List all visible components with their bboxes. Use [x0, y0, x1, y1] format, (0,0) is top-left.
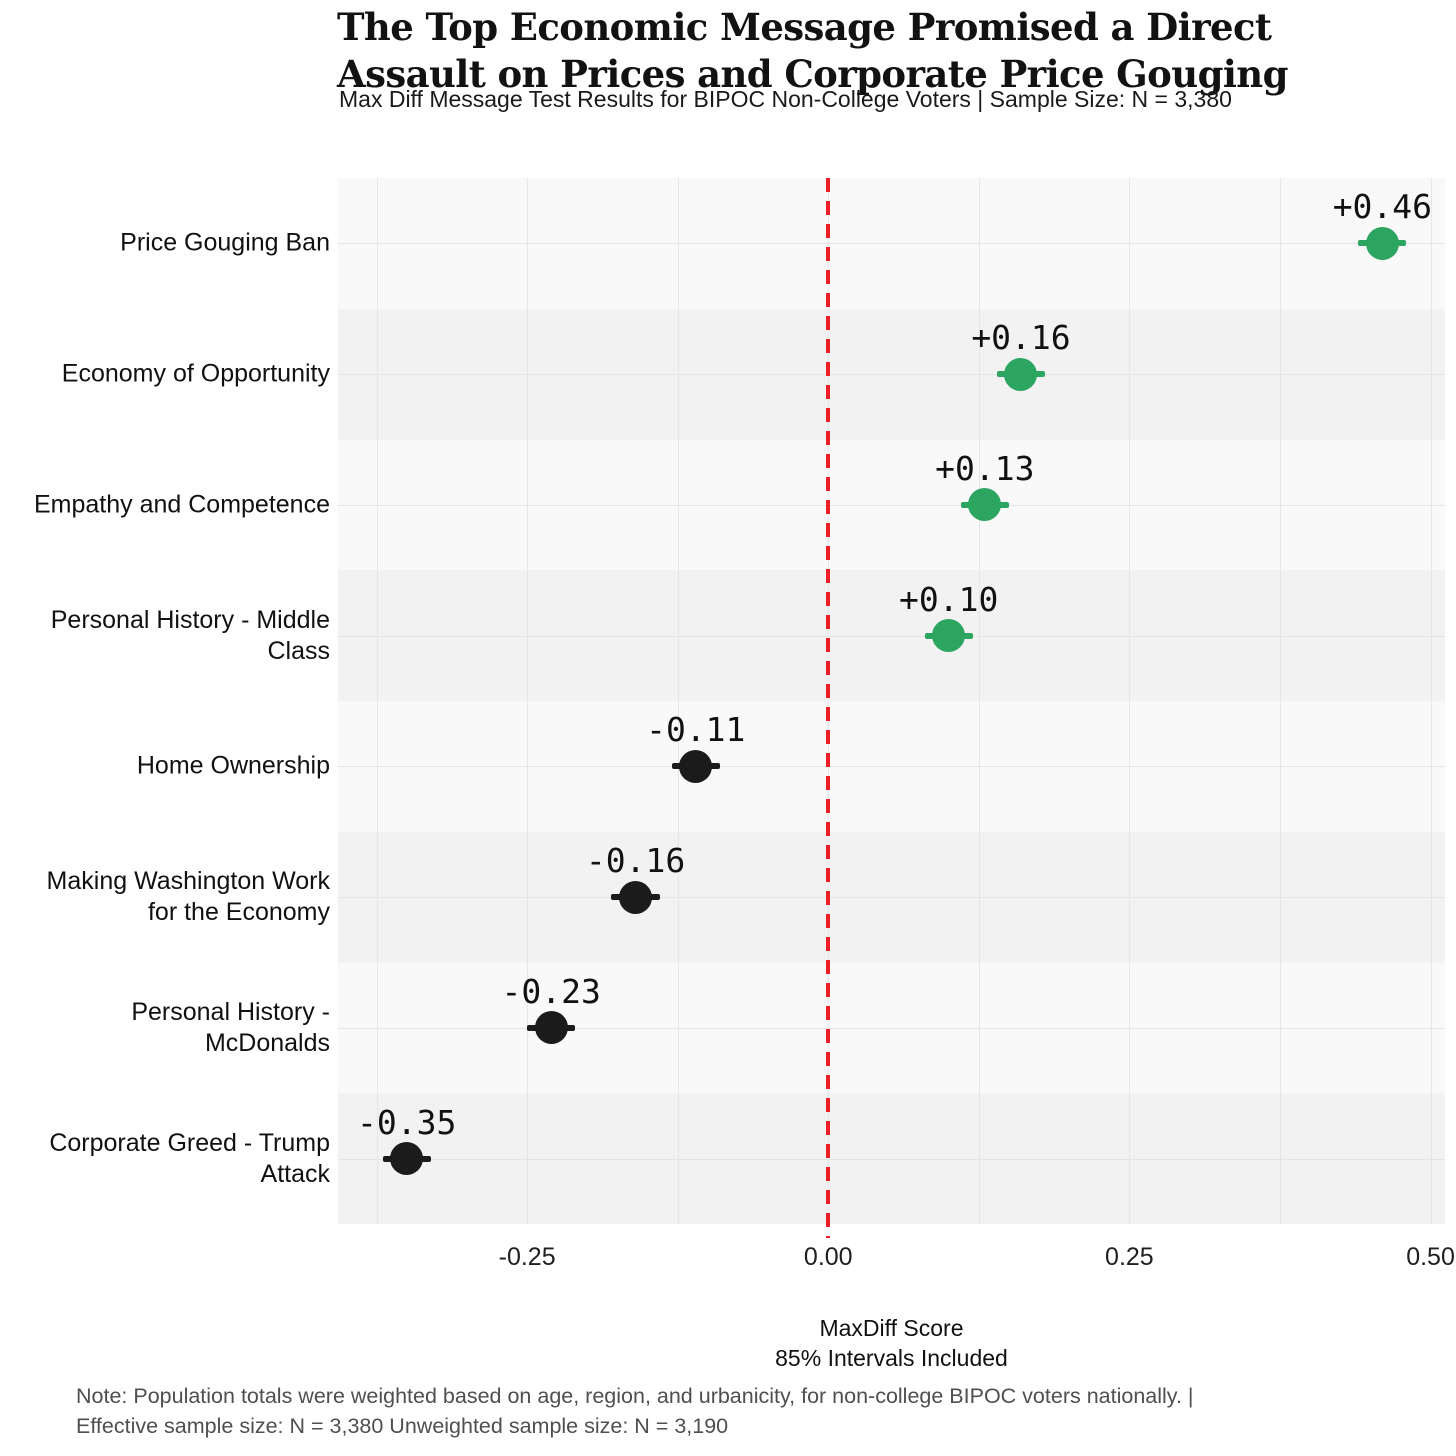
- footnote-line-1: Note: Population totals were weighted ba…: [76, 1384, 1194, 1408]
- vertical-gridline: [978, 178, 980, 1224]
- vertical-gridline: [1430, 178, 1432, 1224]
- value-label: +0.10: [899, 579, 999, 619]
- data-point-dot: [1365, 226, 1399, 260]
- vertical-gridline: [677, 178, 679, 1224]
- y-axis-label: Empathy and Competence: [33, 490, 330, 519]
- data-point-dot: [534, 1011, 568, 1045]
- vertical-gridline: [1129, 178, 1131, 1224]
- interval-note: 85% Intervals Included: [775, 1345, 1008, 1371]
- y-axis-label: Home Ownership: [136, 751, 330, 780]
- zero-reference-line: [826, 178, 831, 1238]
- chart-title-line-2: Assault on Prices and Corporate Price Go…: [337, 52, 1288, 96]
- x-axis-title: MaxDiff Score: [819, 1315, 964, 1341]
- value-label: -0.23: [501, 971, 601, 1011]
- data-point-dot: [968, 488, 1002, 522]
- value-label: -0.16: [585, 841, 686, 881]
- y-axis-label: Making Washington Work for the Economy: [46, 867, 330, 927]
- horizontal-gridline: [338, 897, 1445, 899]
- data-point-dot: [679, 749, 713, 783]
- x-tick-label: 0.50: [1406, 1243, 1455, 1271]
- data-point-dot: [619, 880, 653, 914]
- y-axis-labels: Price Gouging Ban Economy of Opportunity E…: [0, 178, 330, 1224]
- value-label: +0.16: [971, 318, 1071, 358]
- horizontal-gridline: [338, 504, 1445, 506]
- x-axis-caption: MaxDiff Score 85% Intervals Included: [338, 1313, 1445, 1373]
- x-tick-label: 0.25: [1105, 1243, 1154, 1271]
- plot-area: +0.46 +0.16 +0.13 +0.10 -0.11 -0.16 -0.23 -0.35: [338, 178, 1445, 1238]
- data-point-dot: [390, 1142, 424, 1176]
- value-label: +0.46: [1332, 187, 1433, 227]
- value-label: -0.35: [356, 1102, 457, 1142]
- horizontal-gridline: [338, 635, 1445, 637]
- x-axis-tick-labels: -0.25 0.00 0.25 0.50: [338, 1243, 1455, 1277]
- vertical-gridline: [1279, 178, 1281, 1224]
- horizontal-gridline: [338, 374, 1445, 376]
- horizontal-gridline: [338, 243, 1445, 245]
- horizontal-gridline: [338, 1027, 1445, 1029]
- chart-title: The Top Economic Message Promised a Dire…: [337, 4, 1288, 98]
- data-point-dot: [932, 619, 966, 653]
- x-tick-label: 0.00: [803, 1243, 853, 1271]
- footnote: Note: Population totals were weighted ba…: [76, 1381, 1396, 1441]
- data-point-dot: [1004, 357, 1038, 391]
- value-label: -0.11: [646, 710, 746, 750]
- vertical-gridline: [527, 178, 529, 1224]
- y-axis-label: Corporate Greed - Trump Attack: [49, 1128, 330, 1188]
- vertical-gridline: [376, 178, 378, 1224]
- y-axis-label: Price Gouging Ban: [120, 228, 330, 257]
- horizontal-gridline: [338, 1158, 1445, 1160]
- y-axis-label: Personal History - Middle Class: [50, 605, 330, 665]
- x-tick-label: -0.25: [498, 1243, 556, 1271]
- footnote-line-2: Effective sample size: N = 3,380 Unweigh…: [76, 1414, 729, 1438]
- chart-title-line-1: The Top Economic Message Promised a Dire…: [337, 5, 1272, 49]
- y-axis-label: Economy of Opportunity: [61, 359, 330, 388]
- chart-subtitle: Max Diff Message Test Results for BIPOC …: [339, 86, 1232, 112]
- y-axis-label: Personal History - McDonalds: [131, 997, 330, 1057]
- horizontal-gridline: [338, 766, 1445, 768]
- value-label: +0.13: [935, 448, 1035, 488]
